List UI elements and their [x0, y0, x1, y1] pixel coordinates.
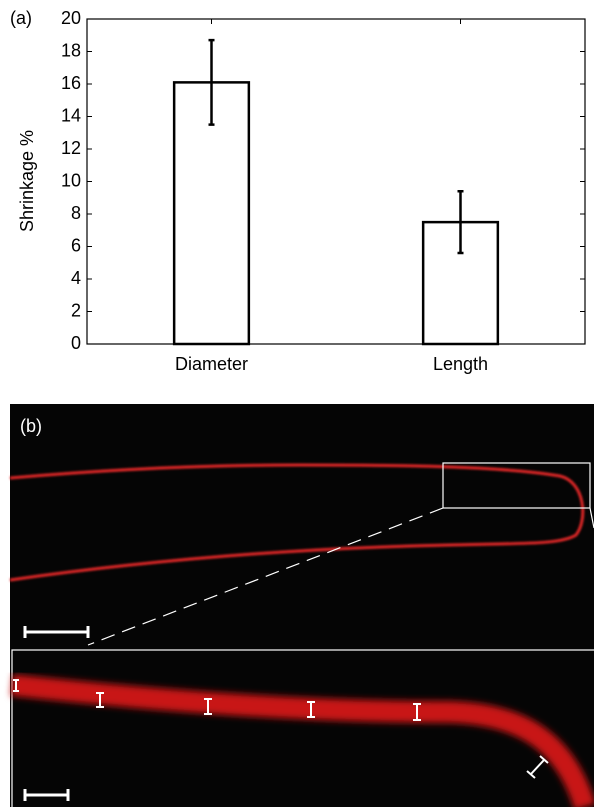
y-tick-label: 8 — [71, 203, 81, 223]
scale-bar — [23, 789, 70, 801]
panel-label: (b) — [20, 416, 42, 436]
cell-outline — [9, 463, 585, 582]
y-tick-label: 12 — [61, 138, 81, 158]
y-tick-label: 2 — [71, 300, 81, 320]
error-bar — [457, 190, 464, 255]
y-tick-label: 6 — [71, 235, 81, 255]
panel-b: (b) — [9, 404, 594, 807]
plot-frame — [86, 18, 586, 345]
y-tick-label: 16 — [61, 73, 81, 93]
zoom-line — [589, 507, 594, 529]
y-tick-label: 0 — [71, 333, 81, 353]
panel-label: (a) — [10, 8, 32, 28]
y-tick-label: 10 — [61, 170, 81, 190]
bar — [172, 81, 251, 346]
width-markers — [13, 679, 549, 779]
y-tick-label: 14 — [61, 105, 81, 125]
zoom-box — [442, 462, 591, 509]
error-bar — [208, 38, 215, 126]
y-axis-label: Shrinkage % — [17, 130, 37, 232]
scale-bar — [23, 626, 90, 638]
zoom-line — [87, 507, 444, 646]
y-tick-label: 4 — [71, 268, 81, 288]
x-tick-label: Length — [433, 354, 488, 374]
y-tick-label: 18 — [61, 40, 81, 60]
y-tick-label: 20 — [61, 8, 81, 28]
cell-outline-zoom — [10, 674, 594, 807]
x-tick-label: Diameter — [175, 354, 248, 374]
